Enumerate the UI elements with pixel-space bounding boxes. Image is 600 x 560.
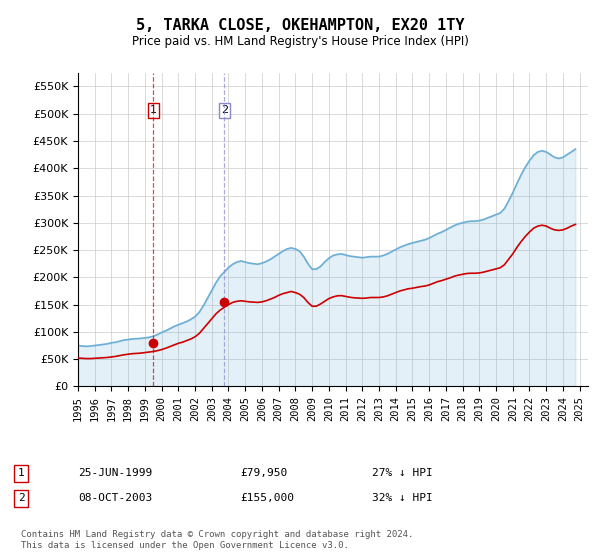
Text: 1: 1 [150,105,157,115]
Text: 1: 1 [17,468,25,478]
Text: £155,000: £155,000 [240,493,294,503]
Text: £79,950: £79,950 [240,468,287,478]
Text: 2: 2 [221,105,228,115]
Text: 27% ↓ HPI: 27% ↓ HPI [372,468,433,478]
Text: Contains HM Land Registry data © Crown copyright and database right 2024.: Contains HM Land Registry data © Crown c… [21,530,413,539]
Text: 5, TARKA CLOSE, OKEHAMPTON, EX20 1TY: 5, TARKA CLOSE, OKEHAMPTON, EX20 1TY [136,18,464,32]
Text: Price paid vs. HM Land Registry's House Price Index (HPI): Price paid vs. HM Land Registry's House … [131,35,469,49]
Text: 32% ↓ HPI: 32% ↓ HPI [372,493,433,503]
Text: 08-OCT-2003: 08-OCT-2003 [78,493,152,503]
Text: 25-JUN-1999: 25-JUN-1999 [78,468,152,478]
Text: This data is licensed under the Open Government Licence v3.0.: This data is licensed under the Open Gov… [21,542,349,550]
Text: 2: 2 [17,493,25,503]
